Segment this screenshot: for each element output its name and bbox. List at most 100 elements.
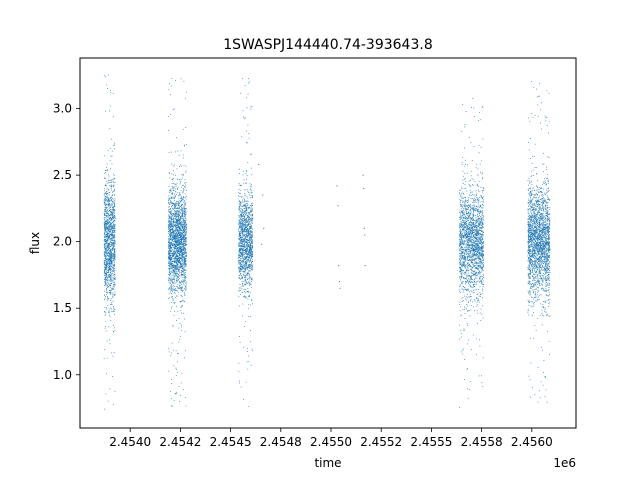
data-point — [112, 235, 114, 237]
data-point — [181, 208, 183, 209]
data-point — [242, 214, 244, 215]
data-point — [109, 243, 110, 244]
data-point — [184, 268, 186, 270]
data-point — [173, 260, 175, 262]
data-point — [182, 214, 184, 215]
data-point — [250, 211, 252, 212]
data-point — [183, 197, 185, 198]
data-point — [170, 250, 172, 252]
data-point — [174, 215, 176, 217]
data-point — [181, 288, 183, 290]
data-point — [109, 250, 111, 252]
data-point — [185, 269, 187, 271]
data-point — [243, 264, 245, 266]
data-point — [185, 256, 187, 257]
data-point — [247, 249, 249, 251]
data-point — [109, 285, 111, 287]
data-point — [171, 307, 173, 309]
data-point — [167, 242, 169, 243]
data-point — [174, 280, 176, 282]
data-point — [175, 222, 177, 224]
data-point — [173, 277, 175, 279]
data-point — [172, 274, 174, 276]
data-point — [179, 183, 181, 185]
data-point — [171, 197, 173, 199]
data-point — [183, 237, 184, 239]
data-point — [170, 259, 172, 261]
data-point — [238, 305, 240, 307]
data-point — [182, 211, 184, 213]
data-point — [250, 192, 252, 194]
data-point — [169, 256, 171, 258]
data-point — [104, 233, 106, 234]
data-point — [172, 281, 173, 283]
data-point — [182, 199, 184, 201]
data-point — [184, 253, 185, 255]
data-point — [247, 236, 249, 237]
data-point — [175, 393, 177, 394]
data-point — [103, 221, 105, 223]
data-point — [173, 262, 175, 263]
data-point — [247, 252, 249, 254]
data-point — [170, 232, 172, 234]
data-point — [240, 242, 242, 243]
data-point — [240, 215, 242, 217]
data-point — [169, 272, 171, 273]
data-point — [172, 252, 174, 254]
data-point — [175, 268, 177, 270]
data-point — [184, 288, 185, 290]
data-point — [181, 223, 182, 225]
data-point — [107, 263, 109, 265]
data-point — [114, 284, 116, 286]
data-point — [176, 289, 177, 291]
data-point — [251, 106, 253, 107]
data-point — [246, 283, 248, 285]
data-point — [238, 248, 240, 250]
data-point — [180, 306, 182, 308]
data-point — [168, 298, 170, 300]
data-point — [112, 201, 113, 203]
data-point — [171, 264, 173, 265]
data-point — [181, 220, 183, 222]
data-point — [106, 199, 108, 201]
data-point — [249, 206, 250, 208]
data-point — [175, 231, 177, 233]
data-point — [175, 234, 177, 236]
data-point — [250, 214, 252, 216]
data-point — [171, 289, 173, 290]
data-point — [114, 228, 116, 229]
data-point — [104, 197, 106, 199]
data-point — [181, 237, 183, 239]
data-point — [185, 237, 187, 239]
data-point — [176, 281, 177, 283]
data-point — [177, 229, 178, 231]
data-point — [112, 235, 114, 236]
data-point — [242, 227, 243, 229]
data-point — [184, 242, 186, 244]
data-point — [240, 270, 242, 272]
data-point — [174, 195, 176, 197]
data-point — [110, 254, 112, 256]
data-point — [106, 249, 107, 251]
data-point — [251, 249, 252, 251]
data-point — [105, 220, 107, 222]
data-point — [108, 227, 110, 229]
data-point — [106, 248, 108, 249]
data-point — [240, 293, 241, 295]
data-point — [112, 234, 113, 236]
data-point — [172, 219, 174, 221]
data-point — [249, 206, 251, 208]
data-point — [241, 244, 243, 246]
data-point — [109, 314, 111, 316]
data-point — [107, 284, 109, 286]
data-point — [251, 299, 253, 300]
data-point — [169, 217, 170, 218]
data-point — [104, 217, 106, 218]
data-point — [249, 238, 251, 240]
data-point — [170, 286, 172, 288]
data-point — [174, 253, 175, 255]
data-point — [244, 289, 246, 291]
data-point — [180, 233, 182, 235]
data-point — [185, 237, 187, 238]
data-point — [247, 273, 249, 275]
